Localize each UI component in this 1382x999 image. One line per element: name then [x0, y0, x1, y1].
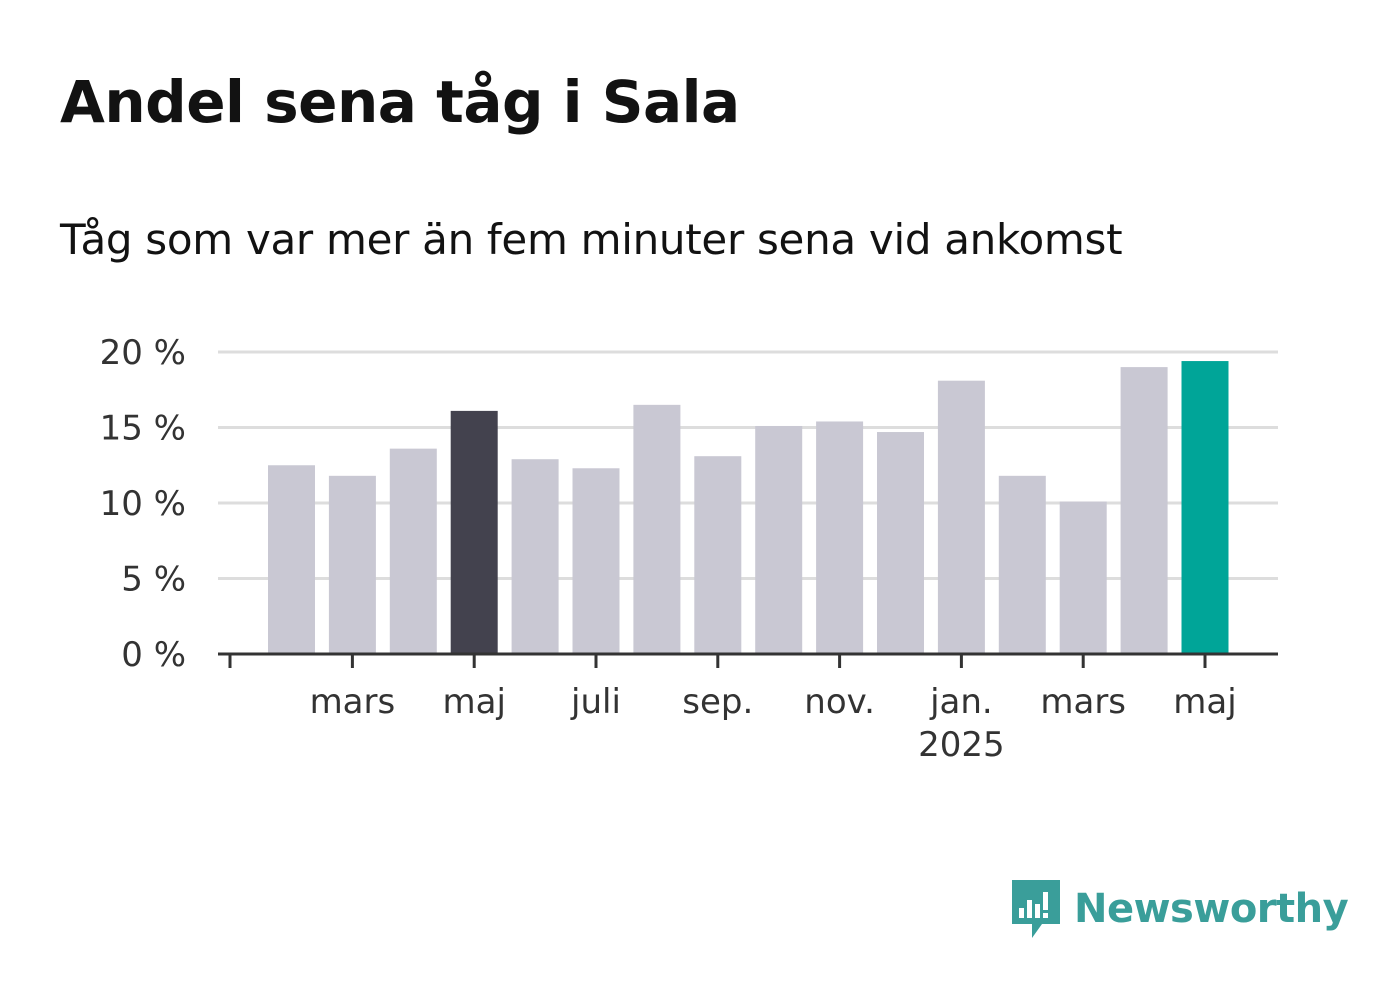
- bar: [389, 448, 437, 654]
- bar: [1120, 367, 1168, 654]
- chart-title: Andel sena tåg i Sala: [60, 68, 740, 136]
- x-tick-label: jan.: [929, 682, 993, 722]
- bar: [755, 425, 803, 654]
- chart-subtitle: Tåg som var mer än fem minuter sena vid …: [60, 215, 1123, 264]
- bar: [572, 468, 620, 654]
- y-tick-label: 0 %: [121, 635, 186, 675]
- x-tick-label: mars: [310, 682, 396, 722]
- x-axis-labels: mars maj juli sep. nov. jan.2025 mars maj: [310, 682, 1237, 765]
- bar: [877, 432, 924, 654]
- x-tick-label: maj: [442, 682, 505, 722]
- bar: [450, 410, 498, 654]
- bar: [816, 421, 864, 654]
- y-tick-label: 10 %: [100, 484, 186, 524]
- bar: [937, 380, 985, 654]
- bar: [511, 459, 559, 654]
- x-tick-label: juli: [570, 682, 621, 722]
- newsworthy-logo-icon: [1012, 880, 1060, 938]
- brand-name: Newsworthy: [1074, 886, 1349, 932]
- x-tick-label: maj: [1173, 682, 1236, 722]
- x-tick-label: sep.: [682, 682, 753, 722]
- bar: [268, 465, 315, 654]
- y-tick-label: 5 %: [121, 560, 186, 600]
- x-tick-label: nov.: [804, 682, 875, 722]
- bar: [998, 475, 1046, 654]
- bar: [694, 456, 742, 654]
- x-axis: [218, 652, 1278, 668]
- bar: [633, 404, 681, 654]
- brand-logo: Newsworthy: [1010, 878, 1349, 940]
- bar: [1059, 501, 1107, 654]
- y-tick-label: 15 %: [100, 409, 186, 449]
- bar: [328, 475, 376, 654]
- bars: [268, 361, 1229, 654]
- x-tick-label: mars: [1040, 682, 1126, 722]
- y-tick-label: 20 %: [100, 333, 186, 373]
- x-tick-sublabel: 2025: [918, 725, 1005, 765]
- gridlines: [218, 350, 1278, 580]
- bar: [1181, 361, 1229, 654]
- y-axis-labels: 0 % 5 % 10 % 15 % 20 %: [100, 333, 186, 675]
